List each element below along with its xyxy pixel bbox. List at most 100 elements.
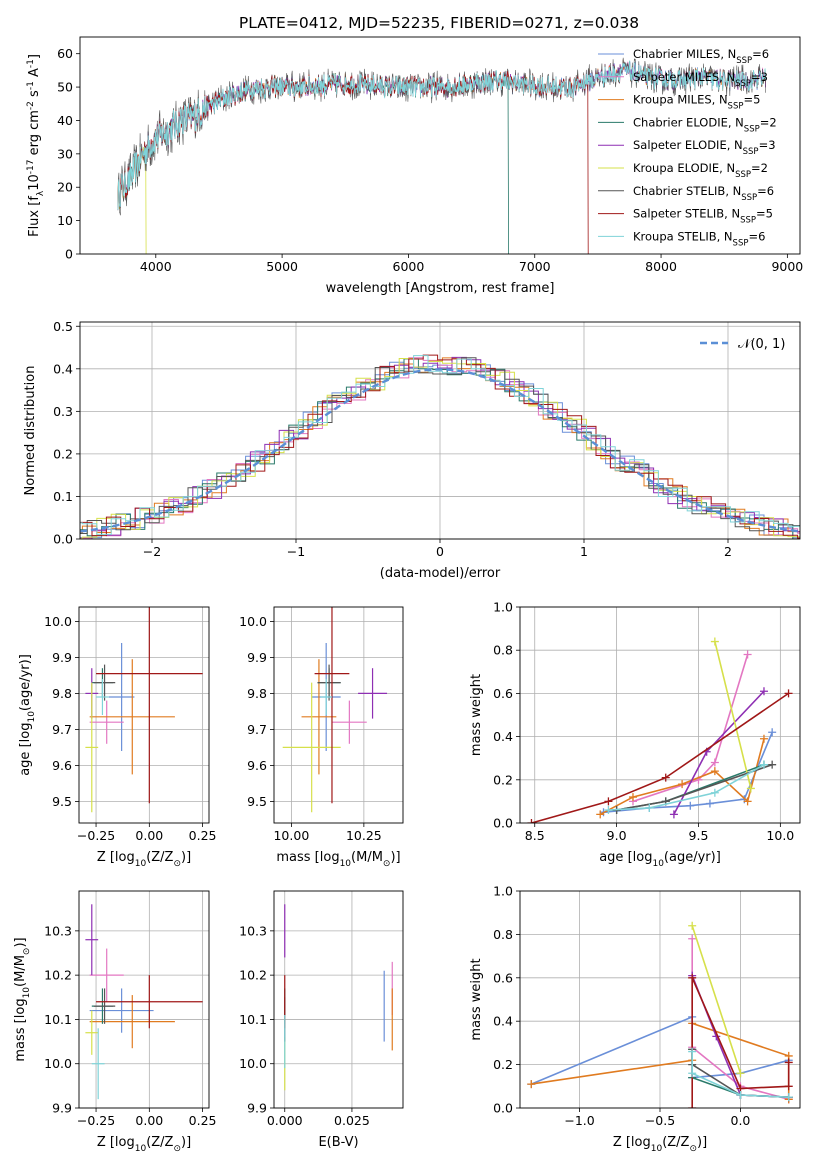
weight-point-salpeter-stelib [688, 973, 697, 982]
weight-point-kroupa-stelib [688, 1047, 697, 1056]
weight-point-chabrier-miles [705, 799, 714, 808]
x-tick-label: 8000 [645, 259, 677, 274]
y-tick-label: 9.7 [52, 722, 72, 737]
weight-line-kroupa-elodie [714, 641, 752, 789]
y-tick-label: 0.8 [493, 643, 513, 658]
y-axis-label: mass [log10(M/M⊙)] [13, 937, 32, 1061]
y-axis-label: age [log10(age/yr)] [18, 654, 37, 776]
legend-label-chabrier-elodie: Chabrier ELODIE, NSSP=2 [633, 115, 777, 134]
y-tick-label: 0.5 [53, 319, 73, 334]
y-tick-label: 0.6 [493, 970, 513, 985]
weight-point-kroupa-elodie [688, 921, 697, 930]
panel-mass-vs-extinction: 0.000 0.025 9.9 10.0 10.1 10.2 10.3 E(B-V) [239, 890, 404, 1150]
x-axis-label: Z [log10(Z/Z⊙)] [613, 1135, 707, 1154]
x-tick-label: 0.00 [135, 1113, 163, 1128]
plot-area [85, 904, 203, 1100]
weight-line-kroupa-elodie [691, 925, 742, 1074]
y-tick-label: 10.3 [44, 923, 72, 938]
x-axis-label: age [log10(age/yr)] [599, 850, 721, 869]
weight-point-kroupa-stelib [604, 806, 613, 815]
x-tick-label: 0.000 [267, 1113, 303, 1128]
x-tick-label: −1 [287, 544, 305, 559]
axes-frame [273, 890, 404, 1109]
y-tick-label: 10.0 [44, 1056, 72, 1071]
y-tick-label: 10.0 [239, 1056, 267, 1071]
weight-point-kroupa-stelib [710, 788, 719, 797]
weight-point-kroupa-stelib [645, 803, 654, 812]
weight-point-salpeter-stelib [688, 1104, 697, 1108]
y-tick-label: 0.4 [493, 729, 513, 744]
x-tick-label: −1.0 [564, 1113, 594, 1128]
y-tick-label: 9.6 [52, 758, 72, 773]
plot-area [282, 607, 388, 813]
axes-frame [519, 890, 801, 1109]
axes-frame [78, 890, 210, 1109]
plot-area [80, 354, 800, 539]
weight-point-salpeter-elodie [759, 687, 768, 696]
weight-point-kroupa-miles [678, 780, 687, 789]
y-tick-label: 50 [57, 80, 73, 95]
weight-point-salpeter-stelib [784, 689, 793, 698]
panel-weight-vs-age: 8.5 9.0 9.5 10.0 0.0 0.2 0.4 0.6 0.8 1.0 age [log1… [469, 600, 801, 869]
y-axis-label: mass weight [469, 674, 484, 756]
axes-frame [78, 606, 210, 824]
legend-label-salpeter-miles: Salpeter MILES, NSSP=3 [633, 70, 768, 89]
weight-point-kroupa-miles [628, 793, 637, 802]
y-tick-label: 10.2 [239, 968, 267, 983]
panel-residual-histogram: −2 −1 0 1 2 0.0 0.1 0.2 0.3 0.4 0.5 (data-model)/er… [23, 319, 801, 581]
histogram-salpeter-stelib [80, 354, 800, 539]
weight-point-kroupa-miles [710, 767, 719, 776]
weight-point-salpeter-miles [710, 758, 719, 767]
y-tick-label: 9.5 [247, 794, 267, 809]
weight-point-kroupa-elodie [710, 637, 719, 646]
panel-age-vs-mass: 10.00 10.25 9.5 9.6 9.7 9.8 9.9 10.0 mass [log10… [239, 606, 404, 869]
y-tick-label: 20 [57, 180, 73, 195]
y-tick-label: 60 [57, 46, 73, 61]
legend-label-kroupa-stelib: Kroupa STELIB, NSSP=6 [633, 229, 765, 248]
y-tick-label: 30 [57, 146, 73, 161]
legend-label-kroupa-miles: Kroupa MILES, NSSP=5 [633, 93, 760, 112]
weight-point-kroupa-stelib [736, 1090, 745, 1099]
x-tick-label: 10.25 [346, 828, 382, 843]
panel-mass-vs-metallicity: −0.25 0.00 0.25 9.9 10.0 10.1 10.2 10.3 Z [log10… [13, 890, 217, 1154]
legend-label-kroupa-elodie: Kroupa ELODIE, NSSP=2 [633, 161, 768, 180]
y-axis-label: mass weight [469, 958, 484, 1040]
weight-point-salpeter-stelib [527, 819, 536, 823]
y-tick-label: 0.8 [493, 927, 513, 942]
y-tick-label: 0 [65, 247, 73, 262]
weight-point-salpeter-miles [688, 934, 697, 943]
x-tick-label: 9000 [771, 259, 803, 274]
x-axis-label: wavelength [Angstrom, rest frame] [326, 281, 555, 296]
histogram-kroupa-stelib [80, 355, 800, 535]
y-tick-label: 9.9 [247, 650, 267, 665]
weight-point-kroupa-stelib [759, 760, 768, 769]
x-tick-label: 0.025 [334, 1113, 370, 1128]
axes-frame [519, 606, 801, 824]
y-tick-label: 10 [57, 213, 73, 228]
panel-spectrum: 4000 5000 6000 7000 8000 9000 0 10 20 30 40 50 60 wav… [26, 36, 803, 296]
y-axis-label: Normed distribution [23, 366, 38, 496]
x-tick-label: 8.5 [525, 828, 545, 843]
y-tick-label: 10.3 [239, 923, 267, 938]
x-tick-label: 10.0 [766, 828, 794, 843]
weight-line-salpeter-stelib [531, 692, 789, 823]
y-tick-label: 0.2 [53, 446, 73, 461]
x-tick-label: 7000 [519, 259, 551, 274]
y-tick-label: 1.0 [493, 600, 513, 615]
x-axis-label: Z [log10(Z/Z⊙)] [97, 850, 191, 869]
x-tick-label: 6000 [393, 259, 425, 274]
weight-point-kroupa-miles [527, 1080, 536, 1089]
plot-area [284, 904, 393, 1091]
axes-frame [79, 36, 801, 255]
axes-frame [273, 606, 404, 824]
y-tick-label: 9.9 [52, 1101, 72, 1116]
weight-point-kroupa-stelib [688, 1069, 697, 1078]
weight-line-kroupa-stelib [691, 1051, 789, 1098]
figure-title: PLATE=0412, MJD=52235, FIBERID=0271, z=0… [239, 14, 639, 32]
x-tick-label: 9.0 [607, 828, 627, 843]
y-tick-label: 10.0 [239, 614, 267, 629]
weight-point-kroupa-miles [759, 734, 768, 743]
x-tick-label: 5000 [266, 259, 298, 274]
y-tick-label: 0.4 [493, 1014, 513, 1029]
y-tick-label: 0.2 [493, 772, 513, 787]
